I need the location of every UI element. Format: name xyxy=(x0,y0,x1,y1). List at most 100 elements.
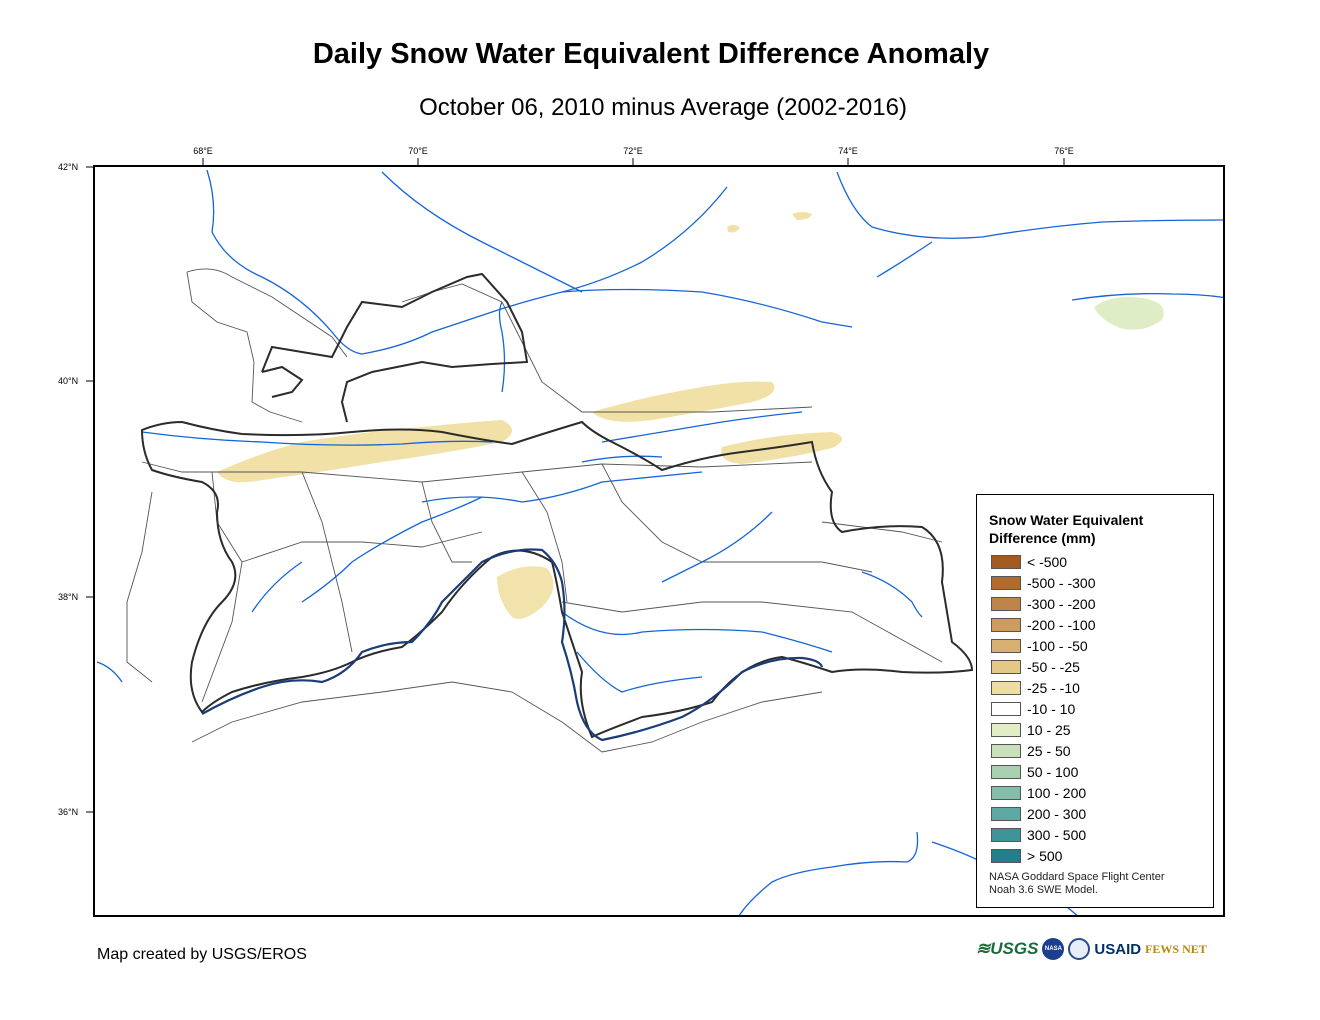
river xyxy=(141,431,493,446)
river xyxy=(301,561,353,603)
longitude-tick: 74°E xyxy=(838,146,858,156)
river xyxy=(561,186,728,293)
legend-label: 100 - 200 xyxy=(1027,784,1087,801)
legend-credit: NASA Goddard Space Flight Center Noah 3.… xyxy=(989,871,1164,897)
map-canvas xyxy=(96,169,1223,915)
legend-credit-line: Noah 3.6 SWE Model. xyxy=(989,884,1098,896)
legend-row: < -500 xyxy=(991,551,1095,572)
river xyxy=(421,471,703,503)
river xyxy=(861,571,923,618)
river xyxy=(661,511,773,583)
river xyxy=(381,171,583,293)
legend-swatch xyxy=(991,617,1021,632)
agency-logos: ≋USGS NASA USAID FEWS NET xyxy=(976,938,1207,960)
legend-label: 50 - 100 xyxy=(1027,763,1079,780)
legend-swatch xyxy=(991,701,1021,716)
latitude-tick: 42°N xyxy=(58,162,79,172)
province-border xyxy=(301,471,353,653)
longitude-tick: 72°E xyxy=(623,146,643,156)
river xyxy=(576,651,703,693)
kyrgyz-uzbek-border xyxy=(261,272,529,423)
legend-row: 10 - 25 xyxy=(991,719,1095,740)
province-border xyxy=(191,681,603,753)
province-border xyxy=(186,268,348,358)
legend-label: < -500 xyxy=(1027,553,1068,570)
river xyxy=(601,411,803,443)
legend-row: -200 - -100 xyxy=(991,614,1095,635)
river xyxy=(738,831,919,915)
legend-swatch xyxy=(991,596,1021,611)
legend-label: 10 - 25 xyxy=(1027,721,1071,738)
river xyxy=(581,455,663,463)
longitude-tick: 70°E xyxy=(408,146,428,156)
snow-patch-negative xyxy=(721,432,842,464)
legend-label: -500 - -300 xyxy=(1027,574,1096,591)
province-border xyxy=(821,521,943,543)
legend-swatch xyxy=(991,848,1021,863)
legend-label: > 500 xyxy=(1027,847,1063,864)
legend-swatch xyxy=(991,785,1021,800)
river xyxy=(1071,292,1223,301)
province-border xyxy=(201,471,243,703)
legend-items: < -500 -500 - -300 -300 - -200 -200 - -100 -… xyxy=(991,551,1095,866)
river xyxy=(206,169,853,355)
map-subtitle: October 06, 2010 minus Average (2002-201… xyxy=(419,94,907,121)
footer-credit: Map created by USGS/EROS xyxy=(97,946,307,963)
noaa-seal-icon xyxy=(1068,938,1091,960)
river xyxy=(561,611,833,653)
legend-label: -10 - 10 xyxy=(1027,700,1076,717)
province-border xyxy=(126,491,153,683)
legend-swatch xyxy=(991,722,1021,737)
latitude-tick: 40°N xyxy=(58,376,79,386)
legend-label: 25 - 50 xyxy=(1027,742,1071,759)
river xyxy=(251,561,303,613)
legend-row: -300 - -200 xyxy=(991,593,1095,614)
legend-row: -100 - -50 xyxy=(991,635,1095,656)
province-borders xyxy=(126,268,943,753)
province-border xyxy=(561,601,943,663)
legend-row: 50 - 100 xyxy=(991,761,1095,782)
longitude-tick: 76°E xyxy=(1054,146,1074,156)
snow-patch-negative xyxy=(592,381,775,422)
fergana-border xyxy=(261,365,304,398)
province-border xyxy=(186,271,303,423)
legend-label: -25 - -10 xyxy=(1027,679,1080,696)
legend-row: -25 - -10 xyxy=(991,677,1095,698)
usaid-logo: USAID xyxy=(1094,940,1142,958)
legend-swatch xyxy=(991,827,1021,842)
river xyxy=(836,171,1223,239)
province-border xyxy=(601,691,823,753)
legend-row: -10 - 10 xyxy=(991,698,1095,719)
province-border xyxy=(141,461,813,483)
province-border xyxy=(401,283,813,413)
legend-row: -50 - -25 xyxy=(991,656,1095,677)
legend-swatch xyxy=(991,659,1021,674)
legend-row: > 500 xyxy=(991,845,1095,866)
river xyxy=(931,841,983,863)
map-legend: Snow Water Equivalent Difference (mm) < … xyxy=(976,494,1214,908)
snow-patch-positive xyxy=(1094,297,1164,330)
province-border xyxy=(421,481,472,563)
snow-patch-negative xyxy=(727,224,740,233)
province-border xyxy=(521,471,568,603)
legend-swatch xyxy=(991,806,1021,821)
legend-row: 200 - 300 xyxy=(991,803,1095,824)
legend-swatch xyxy=(991,575,1021,590)
legend-swatch xyxy=(991,638,1021,653)
nasa-logo: NASA xyxy=(1042,938,1065,960)
legend-credit-line: NASA Goddard Space Flight Center xyxy=(989,871,1165,883)
snow-patch-negative xyxy=(217,420,512,483)
province-border xyxy=(241,531,483,563)
legend-swatch xyxy=(991,743,1021,758)
legend-label: -100 - -50 xyxy=(1027,637,1088,654)
legend-swatch xyxy=(991,554,1021,569)
country-borders xyxy=(140,272,974,739)
legend-row: -500 - -300 xyxy=(991,572,1095,593)
usgs-logo: ≋USGS xyxy=(976,939,1039,958)
river xyxy=(96,661,123,683)
map-title: Daily Snow Water Equivalent Difference A… xyxy=(312,38,990,70)
legend-swatch xyxy=(991,680,1021,695)
legend-label: -200 - -100 xyxy=(1027,616,1096,633)
fews-net-logo: FEWS NET xyxy=(1145,941,1207,956)
latitude-tick: 38°N xyxy=(58,592,79,602)
